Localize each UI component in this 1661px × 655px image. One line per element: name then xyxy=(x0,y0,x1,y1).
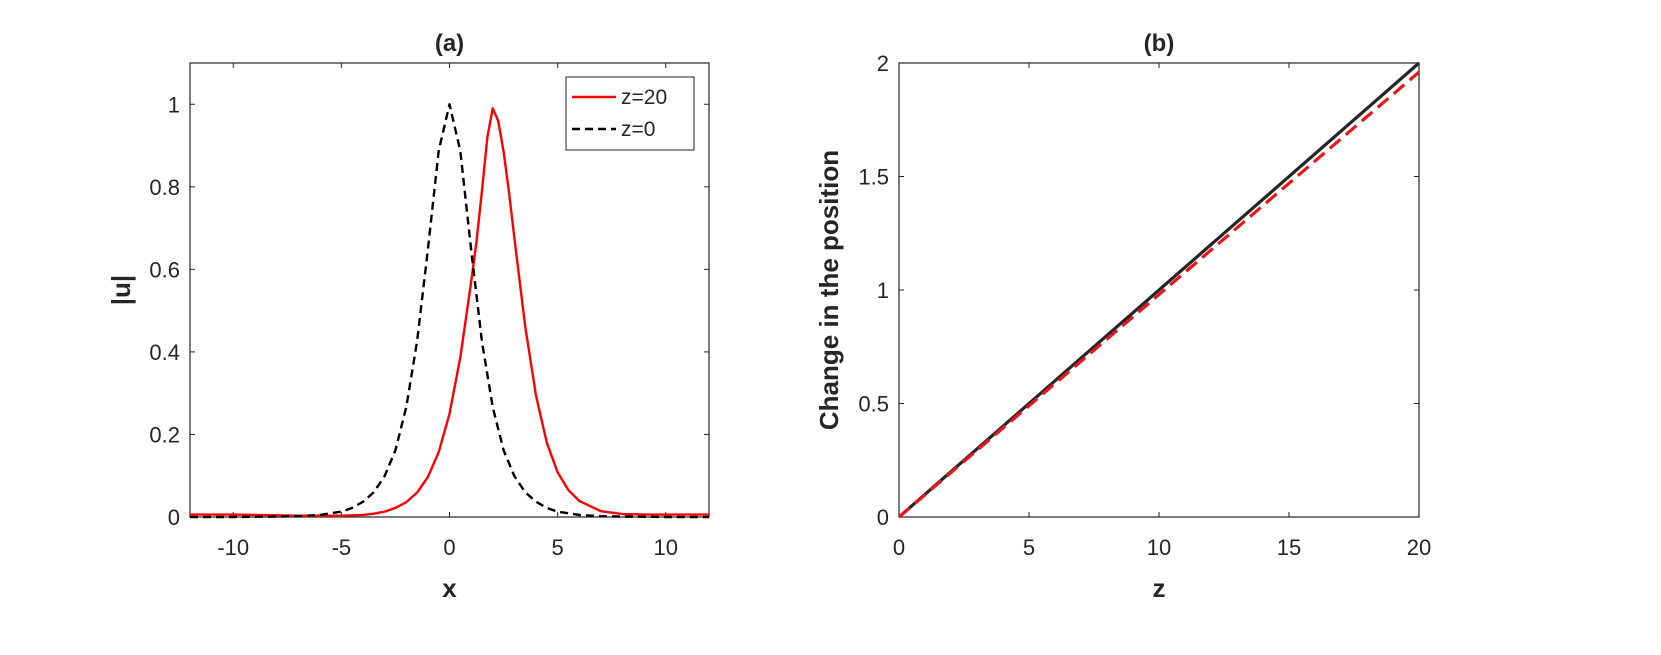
y-axis-label: Change in the position xyxy=(814,150,844,430)
y-tick-label: 1 xyxy=(168,92,180,117)
x-tick-label: 5 xyxy=(1023,535,1035,560)
y-tick-label: 0.4 xyxy=(149,340,180,365)
panel-a: -10 -5 0 5 10 0 0.2 0.4 0.6 0.8 1 (a) x |u| z=20 z=0 xyxy=(106,30,710,603)
x-tick-label: -10 xyxy=(217,535,249,560)
y-tick-label: 1.5 xyxy=(858,165,889,190)
y-tick-label: 1 xyxy=(877,278,889,303)
x-axis-label: x xyxy=(442,573,457,603)
x-tick-label: 5 xyxy=(552,535,564,560)
y-tick-label: 0.5 xyxy=(858,392,889,417)
legend: z=20 z=0 xyxy=(565,76,695,151)
x-axis-label: z xyxy=(1153,573,1166,603)
x-tick-label: 10 xyxy=(1147,535,1171,560)
x-tick-label: 10 xyxy=(654,535,678,560)
y-tick-label: 2 xyxy=(877,51,889,76)
series-line-0 xyxy=(897,61,1421,519)
panel-title: (a) xyxy=(435,30,464,57)
legend-box xyxy=(565,76,695,151)
x-tick-label: 0 xyxy=(443,535,455,560)
y-tick-label: 0 xyxy=(877,505,889,530)
legend-label-0: z=20 xyxy=(621,86,667,109)
series-line-1 xyxy=(190,103,709,519)
series-line-1 xyxy=(897,70,1421,519)
x-tick-label: -5 xyxy=(332,535,352,560)
y-tick-label: 0.6 xyxy=(149,257,180,282)
panel-title: (b) xyxy=(1144,30,1175,57)
x-tick-label: 0 xyxy=(893,535,905,560)
series-line-0 xyxy=(190,107,709,517)
y-tick-label: 0 xyxy=(168,505,180,530)
y-tick-label: 0.2 xyxy=(149,422,180,447)
y-axis-label: |u| xyxy=(106,275,136,305)
x-tick-label: 20 xyxy=(1407,535,1431,560)
panel-b: 0 5 10 15 20 0 0.5 1 1.5 2 (b) z Change in the posit… xyxy=(814,30,1431,603)
legend-label-1: z=0 xyxy=(621,118,655,141)
x-tick-label: 15 xyxy=(1277,535,1301,560)
y-tick-label: 0.8 xyxy=(149,175,180,200)
